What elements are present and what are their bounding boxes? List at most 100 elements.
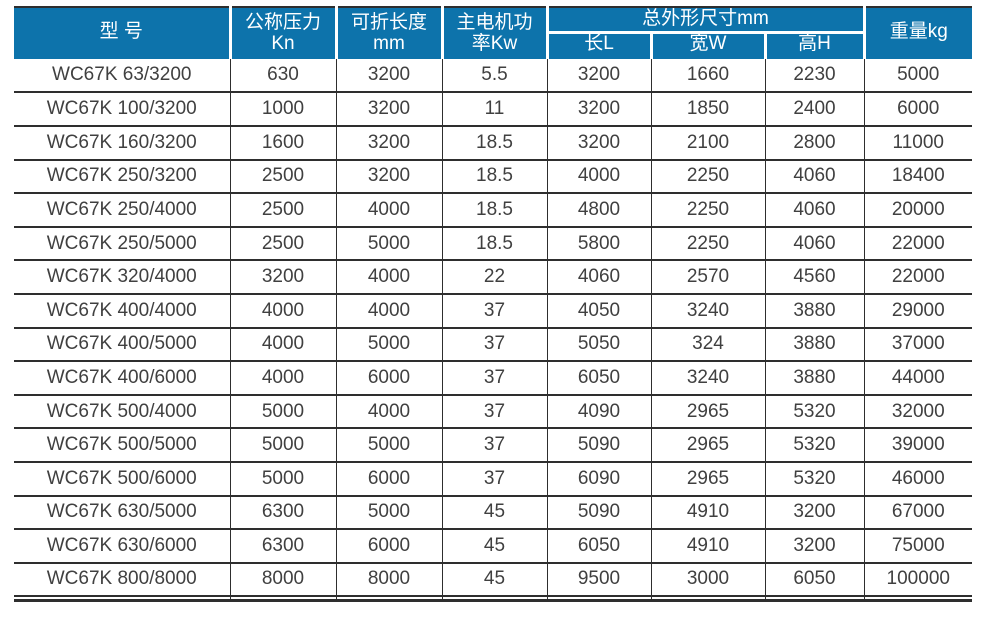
spacer-cell	[864, 596, 972, 600]
header-fold-length-line2: mm	[373, 32, 405, 54]
cell-nominal-pressure-kn: 4000	[230, 361, 337, 396]
cell-width-w: 2100	[651, 125, 766, 161]
header-dim-height: 高H	[765, 32, 866, 59]
cell-motor-power-kw: 45	[442, 495, 548, 531]
cell-height-h: 4060	[765, 226, 865, 262]
header-dim-length: 长L	[547, 32, 653, 59]
cell-length-l: 4090	[547, 394, 652, 430]
cell-length-l: 3200	[547, 125, 652, 161]
cell-height-h: 5320	[765, 428, 865, 463]
cell-weight-kg: 18400	[864, 159, 972, 195]
cell-nominal-pressure-kn: 8000	[230, 562, 337, 598]
cell-weight-kg: 100000	[864, 562, 972, 598]
cell-weight-kg: 32000	[864, 394, 972, 430]
cell-weight-kg: 29000	[864, 293, 972, 329]
cell-motor-power-kw: 37	[442, 428, 548, 463]
table-row: WC67K 320/4000 3200 4000 22 4060 2570 4560 2200…	[14, 260, 972, 295]
cell-model: WC67K 400/6000	[14, 361, 231, 396]
cell-height-h: 6050	[765, 562, 865, 598]
cell-width-w: 2250	[651, 159, 766, 195]
cell-nominal-pressure-kn: 5000	[230, 394, 337, 430]
cell-fold-length-mm: 3200	[336, 125, 443, 161]
cell-weight-kg: 39000	[864, 428, 972, 463]
cell-motor-power-kw: 37	[442, 361, 548, 396]
header-motor-power-line1: 主电机功	[456, 11, 533, 33]
cell-nominal-pressure-kn: 1000	[230, 92, 337, 127]
cell-width-w: 4910	[651, 529, 766, 564]
table-row: WC67K 63/3200 630 3200 5.5 3200 1660 2230 5000	[14, 58, 972, 94]
cell-width-w: 2965	[651, 428, 766, 463]
cell-model: WC67K 800/8000	[14, 562, 231, 598]
cell-model: WC67K 250/3200	[14, 159, 231, 195]
spec-table-container: 型 号 公称压力 Kn 可折长度 mm 主电机功 率Kw 总外形尺寸mm 重量k…	[14, 6, 972, 602]
header-nominal-pressure-line2: Kn	[271, 32, 295, 54]
cell-height-h: 4060	[765, 193, 865, 228]
cell-length-l: 6050	[547, 529, 652, 564]
cell-height-h: 5320	[765, 461, 865, 497]
cell-fold-length-mm: 4000	[336, 293, 443, 329]
cell-height-h: 2400	[765, 92, 865, 127]
cell-weight-kg: 67000	[864, 495, 972, 531]
cell-weight-kg: 20000	[864, 193, 972, 228]
table-row: WC67K 250/5000 2500 5000 18.5 5800 2250 4060 22…	[14, 226, 972, 262]
cell-height-h: 3880	[765, 293, 865, 329]
cell-weight-kg: 11000	[864, 125, 972, 161]
cell-nominal-pressure-kn: 2500	[230, 226, 337, 262]
cell-weight-kg: 75000	[864, 529, 972, 564]
table-row: WC67K 250/4000 2500 4000 18.5 4800 2250 4060 20…	[14, 193, 972, 228]
cell-nominal-pressure-kn: 2500	[230, 159, 337, 195]
cell-fold-length-mm: 4000	[336, 260, 443, 295]
header-row-main: 型 号 公称压力 Kn 可折长度 mm 主电机功 率Kw 总外形尺寸mm 重量k…	[14, 7, 972, 59]
cell-nominal-pressure-kn: 2500	[230, 193, 337, 228]
cell-motor-power-kw: 45	[442, 529, 548, 564]
cell-fold-length-mm: 4000	[336, 193, 443, 228]
table-row: WC67K 500/6000 5000 6000 37 6090 2965 5320 4600…	[14, 461, 972, 497]
cell-height-h: 5320	[765, 394, 865, 430]
cell-height-h: 3880	[765, 361, 865, 396]
cell-model: WC67K 100/3200	[14, 92, 231, 127]
cell-fold-length-mm: 5000	[336, 428, 443, 463]
header-fold-length-line1: 可折长度	[350, 11, 427, 33]
cell-fold-length-mm: 3200	[336, 159, 443, 195]
table-bottom-spacer-row	[14, 596, 972, 601]
table-row: WC67K 250/3200 2500 3200 18.5 4000 2250 4060 18…	[14, 159, 972, 195]
cell-width-w: 2250	[651, 226, 766, 262]
table-row: WC67K 100/3200 1000 3200 11 3200 1850 2400 6000	[14, 92, 972, 127]
cell-model: WC67K 400/4000	[14, 293, 231, 329]
cell-length-l: 5090	[547, 495, 652, 531]
table-header: 型 号 公称压力 Kn 可折长度 mm 主电机功 率Kw 总外形尺寸mm 重量k…	[14, 7, 972, 59]
cell-motor-power-kw: 22	[442, 260, 548, 295]
cell-length-l: 6050	[547, 361, 652, 396]
cell-length-l: 3200	[547, 92, 652, 127]
cell-weight-kg: 22000	[864, 260, 972, 295]
table-row: WC67K 500/5000 5000 5000 37 5090 2965 5320 3900…	[14, 428, 972, 463]
cell-weight-kg: 22000	[864, 226, 972, 262]
table-row: WC67K 400/6000 4000 6000 37 6050 3240 3880 4400…	[14, 361, 972, 396]
cell-model: WC67K 630/5000	[14, 495, 231, 531]
cell-motor-power-kw: 37	[442, 327, 548, 363]
cell-width-w: 3000	[651, 562, 766, 598]
cell-weight-kg: 6000	[864, 92, 972, 127]
cell-model: WC67K 63/3200	[14, 58, 231, 94]
cell-width-w: 2965	[651, 394, 766, 430]
cell-motor-power-kw: 18.5	[442, 125, 548, 161]
cell-fold-length-mm: 5000	[336, 226, 443, 262]
cell-length-l: 4050	[547, 293, 652, 329]
cell-length-l: 5800	[547, 226, 652, 262]
cell-fold-length-mm: 8000	[336, 562, 443, 598]
cell-nominal-pressure-kn: 4000	[230, 293, 337, 329]
spacer-cell	[651, 596, 766, 601]
cell-nominal-pressure-kn: 1600	[230, 125, 337, 161]
cell-weight-kg: 5000	[864, 58, 972, 94]
cell-fold-length-mm: 3200	[336, 92, 443, 127]
cell-length-l: 4000	[547, 159, 652, 195]
cell-height-h: 2230	[765, 58, 865, 94]
header-overall-dimensions-group: 总外形尺寸mm	[547, 7, 866, 34]
cell-width-w: 1660	[651, 58, 766, 94]
cell-width-w: 3240	[651, 293, 766, 329]
cell-width-w: 4910	[651, 495, 766, 531]
spacer-cell	[442, 596, 548, 601]
cell-width-w: 324	[651, 327, 766, 363]
cell-width-w: 1850	[651, 92, 766, 127]
cell-fold-length-mm: 5000	[336, 327, 443, 363]
